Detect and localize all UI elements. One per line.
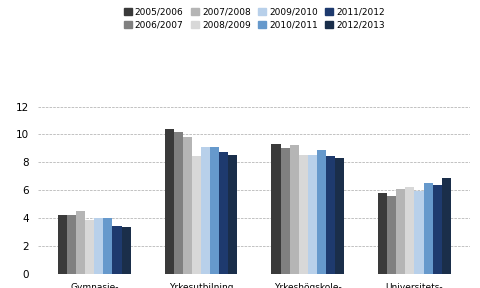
Bar <box>378 193 387 274</box>
Bar <box>414 192 423 274</box>
Legend: 2005/2006, 2006/2007, 2007/2008, 2008/2009, 2009/2010, 2010/2011, 2011/2012, 201: 2005/2006, 2006/2007, 2007/2008, 2008/20… <box>121 5 388 33</box>
Bar <box>58 215 67 274</box>
Bar <box>210 147 219 274</box>
Bar <box>165 129 174 274</box>
Bar <box>387 196 396 274</box>
Bar <box>112 226 121 274</box>
Bar <box>442 177 451 274</box>
Bar <box>192 156 201 274</box>
Bar <box>289 145 299 274</box>
Bar <box>406 187 414 274</box>
Bar <box>121 227 131 274</box>
Bar <box>67 215 76 274</box>
Bar <box>201 147 210 274</box>
Bar <box>299 155 308 274</box>
Bar <box>432 185 442 274</box>
Bar <box>308 155 317 274</box>
Bar <box>183 137 192 274</box>
Bar <box>228 155 237 274</box>
Bar <box>272 144 280 274</box>
Bar <box>85 220 95 274</box>
Bar <box>317 150 326 274</box>
Bar <box>335 158 344 274</box>
Bar <box>76 211 85 274</box>
Bar <box>326 156 335 274</box>
Bar <box>396 189 406 274</box>
Bar <box>95 218 103 274</box>
Bar <box>219 153 228 274</box>
Bar <box>280 148 289 274</box>
Bar <box>174 132 183 274</box>
Bar <box>103 218 112 274</box>
Bar <box>423 183 432 274</box>
